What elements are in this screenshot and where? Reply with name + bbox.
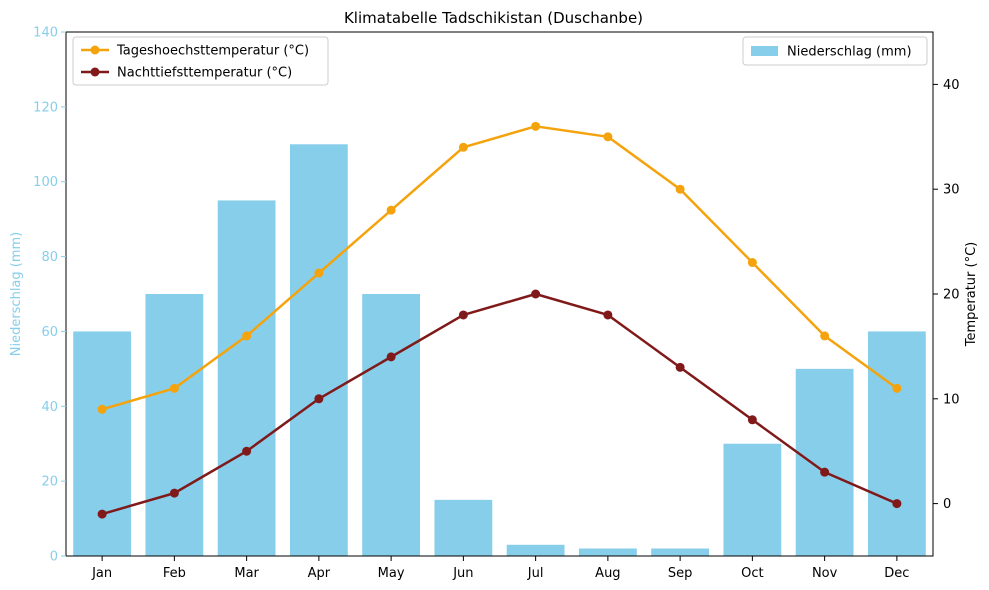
- line-legend-box: [72, 36, 329, 86]
- legend-line-marker-2: [90, 67, 100, 77]
- temperature-point-2-oct: [747, 415, 757, 425]
- legend-line-marker-1: [90, 45, 100, 55]
- precipitation-bar-jul: [506, 544, 565, 556]
- precipitation-bar-oct: [723, 443, 782, 556]
- precipitation-bar-aug: [578, 548, 637, 556]
- temperature-point-2-dec: [892, 499, 902, 509]
- x-tick-label: May: [378, 566, 405, 581]
- legend-bar-swatch: [751, 46, 778, 56]
- temperature-point-1-jan: [97, 404, 107, 414]
- left-tick-label: 100: [33, 175, 58, 190]
- right-tick-label: 10: [943, 392, 960, 407]
- x-tick-label: Aug: [595, 566, 620, 581]
- left-tick-label: 140: [33, 26, 58, 41]
- x-tick-label: Dec: [884, 566, 909, 581]
- right-tick-label: 20: [943, 288, 960, 303]
- left-tick-label: 20: [41, 475, 58, 490]
- temperature-point-2-may: [386, 352, 396, 362]
- x-tick-label: Apr: [308, 566, 331, 581]
- precipitation-bar-dec: [867, 331, 926, 556]
- x-tick-label: Oct: [741, 566, 763, 581]
- temperature-point-1-jul: [531, 121, 541, 131]
- temperature-line-2: [101, 292, 898, 516]
- x-tick-label: Nov: [812, 566, 838, 581]
- temperature-point-1-apr: [314, 268, 324, 278]
- temperature-point-2-nov: [820, 467, 830, 477]
- temperature-point-1-aug: [603, 132, 613, 142]
- temperature-point-1-sep: [675, 184, 685, 194]
- precipitation-bar-may: [362, 294, 421, 556]
- bars-layer: [73, 144, 926, 557]
- legend-bar-label: Niederschlag (mm): [787, 45, 912, 60]
- right-axis-label: Temperatur (°C): [964, 242, 979, 348]
- left-tick-label: 80: [41, 250, 58, 265]
- legend-layer: Tageshoechsttemperatur (°C) Nachttiefstte…: [72, 36, 928, 86]
- temperature-point-2-jan: [97, 509, 107, 519]
- x-tick-label: Mar: [234, 566, 259, 581]
- right-tick-label: 30: [943, 183, 960, 198]
- x-tick-label: Jan: [91, 566, 112, 581]
- precipitation-bar-apr: [289, 144, 348, 557]
- temperature-point-1-dec: [892, 383, 902, 393]
- temperature-point-2-feb: [169, 488, 179, 498]
- x-tick-label: Jun: [452, 566, 473, 581]
- x-tick-label: Sep: [668, 566, 693, 581]
- temperature-point-2-sep: [675, 362, 685, 372]
- precipitation-bar-jun: [434, 499, 493, 556]
- temperature-point-1-mar: [242, 331, 252, 341]
- left-axis-label: Niederschlag (mm): [9, 232, 24, 357]
- lines-layer: [97, 121, 902, 519]
- x-tick-label: Feb: [163, 566, 186, 581]
- left-tick-label: 0: [50, 550, 58, 565]
- left-tick-label: 40: [41, 400, 58, 415]
- temperature-point-2-aug: [603, 310, 613, 320]
- right-tick-label: 40: [943, 78, 960, 93]
- temperature-point-1-feb: [169, 383, 179, 393]
- temperature-point-1-jun: [458, 142, 468, 152]
- right-tick-label: 0: [943, 497, 951, 512]
- temperature-line-1: [101, 125, 898, 411]
- precipitation-bar-nov: [795, 368, 854, 556]
- temperature-point-1-may: [386, 205, 396, 215]
- temperature-point-2-mar: [242, 446, 252, 456]
- bar-legend-box: [742, 36, 928, 66]
- temperature-point-2-apr: [314, 394, 324, 404]
- chart-title: Klimatabelle Tadschikistan (Duschanbe): [344, 9, 643, 27]
- temperature-point-1-nov: [820, 331, 830, 341]
- legend-line-label-1: Tageshoechsttemperatur (°C): [116, 44, 309, 59]
- x-tick-label: Jul: [527, 566, 544, 581]
- left-tick-label: 60: [41, 325, 58, 340]
- temperature-point-2-jul: [531, 289, 541, 299]
- axes-layer: 0 20 40 60 80 100 120 140 Niederschlag (mm) 0 10 20…: [9, 26, 979, 582]
- temperature-point-1-oct: [747, 258, 757, 268]
- temperature-point-2-jun: [458, 310, 468, 320]
- precipitation-bar-feb: [145, 294, 204, 556]
- legend-line-label-2: Nachttiefsttemperatur (°C): [117, 66, 292, 81]
- precipitation-bar-sep: [651, 548, 710, 556]
- left-tick-label: 120: [33, 100, 58, 115]
- precipitation-bar-mar: [217, 200, 276, 556]
- precipitation-bar-jan: [73, 331, 132, 556]
